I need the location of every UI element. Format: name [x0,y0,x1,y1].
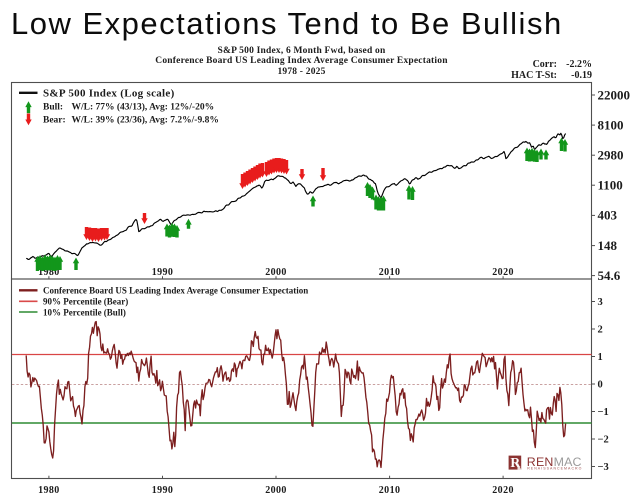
svg-text:54.6: 54.6 [598,268,621,283]
svg-text:148: 148 [598,238,618,253]
svg-text:RENAISSANCEMACRO: RENAISSANCEMACRO [527,466,582,470]
svg-text:2000: 2000 [265,485,287,496]
svg-text:Conference Board US Leading In: Conference Board US Leading Index Averag… [43,286,308,296]
svg-text:R: R [510,455,520,470]
svg-text:2020: 2020 [492,485,514,496]
svg-text:−2: −2 [598,435,609,446]
svg-text:2000: 2000 [265,267,287,278]
svg-text:2980: 2980 [598,148,624,163]
svg-text:Bear:: Bear: [43,115,66,125]
svg-text:1100: 1100 [598,178,623,193]
svg-text:2010: 2010 [379,267,401,278]
svg-text:10% Percentile (Bull): 10% Percentile (Bull) [43,307,126,317]
svg-text:W/L: 77% (43/13), Avg: 12%/-20: W/L: 77% (43/13), Avg: 12%/-20% [72,102,215,113]
svg-text:90% Percentile (Bear): 90% Percentile (Bear) [43,297,128,307]
svg-text:403: 403 [598,208,618,223]
svg-text:1980: 1980 [38,485,60,496]
svg-text:1990: 1990 [152,267,174,278]
svg-text:RENMAC: RENMAC [527,455,582,469]
svg-text:1: 1 [598,352,603,363]
svg-text:S&P 500 Index (Log scale): S&P 500 Index (Log scale) [43,88,175,100]
svg-text:−1: −1 [598,407,609,418]
svg-text:Bull:: Bull: [43,103,63,113]
svg-text:2020: 2020 [492,267,514,278]
svg-text:22000: 22000 [598,87,631,102]
svg-text:2010: 2010 [379,485,401,496]
svg-text:1980: 1980 [38,267,60,278]
svg-text:8100: 8100 [598,117,624,132]
svg-text:0: 0 [598,380,603,391]
svg-text:−3: −3 [598,462,609,473]
svg-text:W/L: 39% (23/36), Avg: 7.2%/-9: W/L: 39% (23/36), Avg: 7.2%/-9.8% [72,114,219,125]
svg-text:2: 2 [598,325,603,336]
svg-text:1990: 1990 [152,485,174,496]
svg-text:3: 3 [598,297,603,308]
